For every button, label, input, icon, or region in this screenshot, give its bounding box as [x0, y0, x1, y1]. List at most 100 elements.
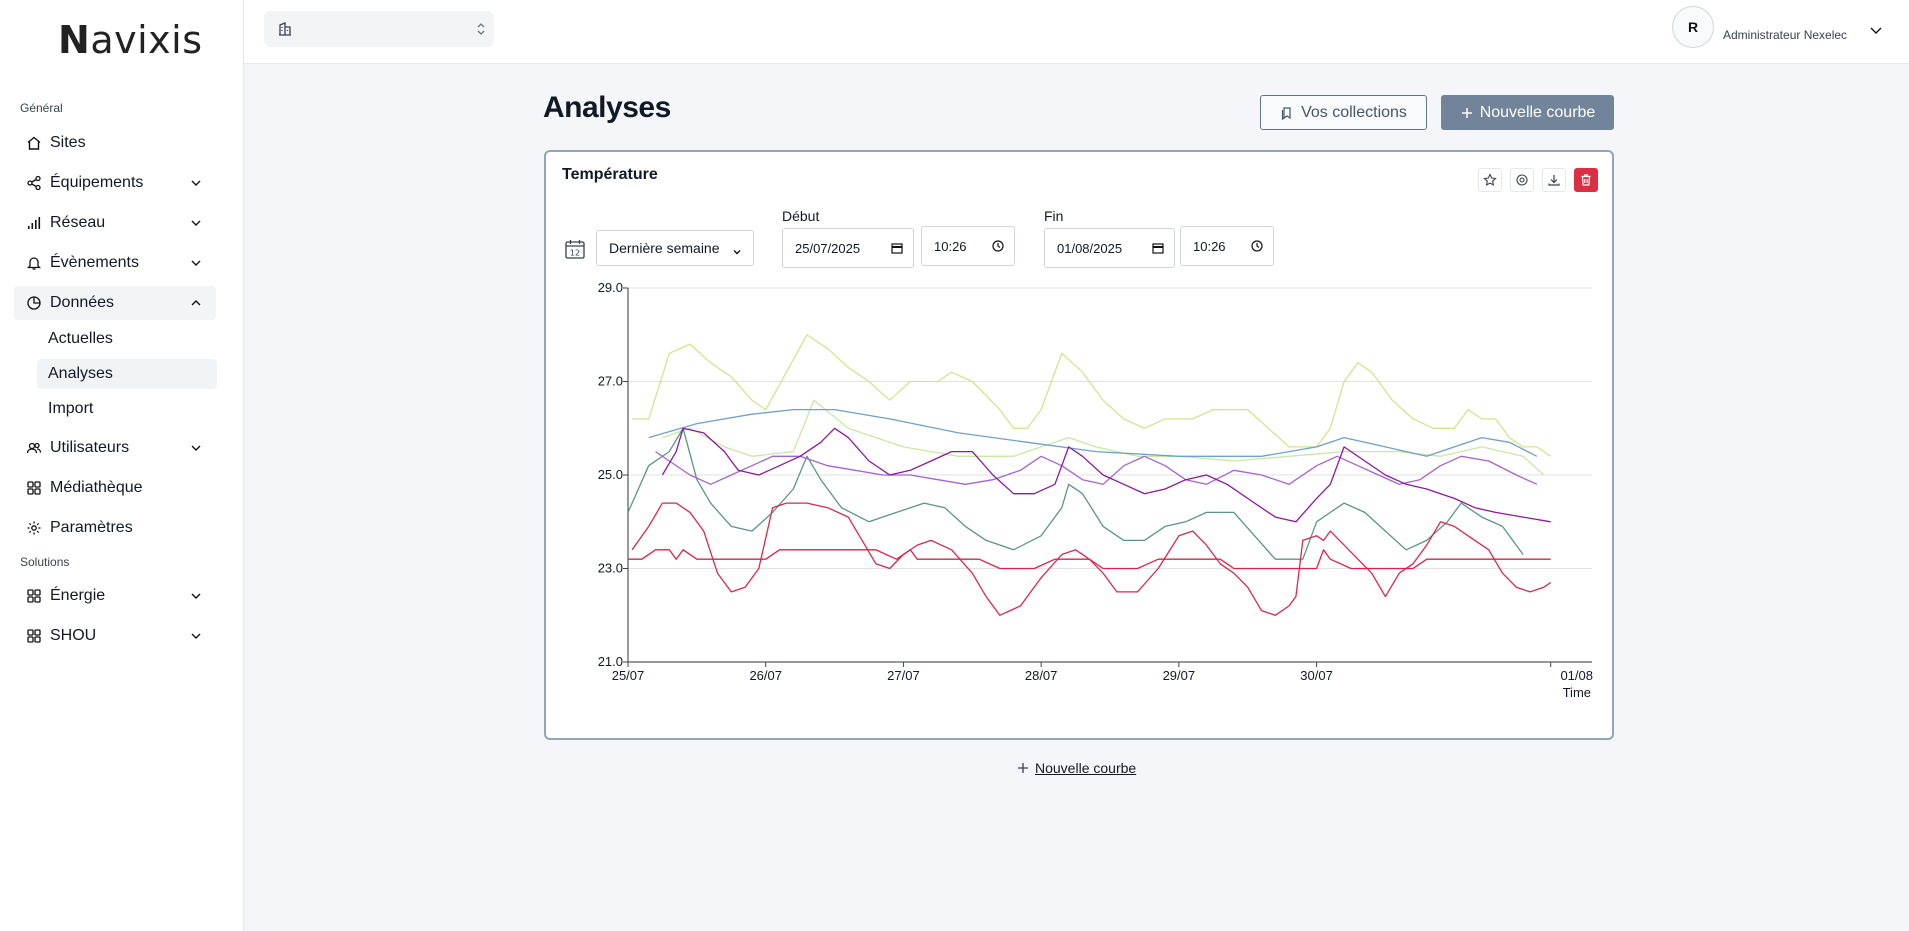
site-select[interactable] [264, 11, 494, 47]
plus-icon [1017, 762, 1029, 774]
sidebar-item-label: Sites [50, 134, 86, 151]
avatar[interactable]: R [1672, 6, 1714, 48]
home-icon [26, 135, 42, 151]
y-tick-label: 29.0 [598, 280, 623, 295]
series-line-6 [661, 427, 1551, 523]
series-line-1 [632, 334, 1552, 457]
y-tick-label: 25.0 [598, 467, 623, 482]
chevron-down-icon[interactable] [1868, 22, 1884, 43]
add-curve-link[interactable]: Nouvelle courbe [1017, 760, 1136, 776]
favorite-button[interactable] [1478, 168, 1502, 192]
app-logo[interactable]: Navixis [58, 18, 203, 62]
calendar-icon[interactable] [1152, 242, 1164, 257]
sidebar-item-energie[interactable]: Énergie [14, 579, 216, 613]
start-label: Début [782, 208, 820, 224]
signal-icon [26, 215, 42, 231]
sidebar-item-parametres[interactable]: Paramètres [14, 511, 216, 545]
x-tick-label: 30/07 [1300, 668, 1333, 683]
start-date-input[interactable]: 25/07/2025 [782, 228, 914, 268]
sidebar-subitem-analyses[interactable]: Analyses [37, 359, 217, 389]
calendar-icon[interactable]: 12 [564, 238, 586, 265]
logo-text: avixis [90, 18, 203, 62]
start-time-input[interactable]: 10:26 [921, 226, 1015, 266]
grid-icon [26, 480, 42, 496]
sidebar-item-label: Données [50, 294, 115, 311]
chart-card: Température 12 Dernière semaine [544, 150, 1614, 740]
sidebar-item-mediatheque[interactable]: Médiathèque [14, 471, 216, 505]
plus-icon [1460, 106, 1474, 120]
star-icon [1483, 173, 1497, 187]
end-date-value: 01/08/2025 [1057, 241, 1123, 256]
sidebar-item-label: Réseau [50, 214, 106, 231]
sidebar-item-label: Équipements [50, 174, 144, 191]
delete-button[interactable] [1574, 168, 1598, 192]
gear-icon [1515, 173, 1529, 187]
period-preset-select[interactable]: Dernière semaine [596, 230, 754, 266]
settings-button[interactable] [1510, 168, 1534, 192]
share-nodes-icon [26, 175, 42, 191]
calendar-icon[interactable] [891, 242, 903, 257]
collections-label: Vos collections [1301, 103, 1407, 121]
x-axis-label: Time [1563, 685, 1591, 700]
sidebar-item-label: Évènements [50, 254, 139, 271]
download-button[interactable] [1542, 168, 1566, 192]
sidebar-item-label: Paramètres [50, 519, 133, 536]
end-date-input[interactable]: 01/08/2025 [1044, 228, 1175, 268]
users-icon [26, 440, 42, 456]
y-tick-label: 27.0 [598, 374, 623, 389]
y-tick-label: 23.0 [598, 561, 623, 576]
grid-icon [26, 588, 42, 604]
end-time-value: 10:26 [1193, 239, 1226, 254]
pie-chart-icon [26, 295, 42, 311]
card-actions [1478, 168, 1598, 192]
trash-icon [1579, 173, 1593, 187]
y-tick-label: 21.0 [598, 654, 623, 669]
end-time-input[interactable]: 10:26 [1180, 226, 1274, 266]
new-curve-button[interactable]: Nouvelle courbe [1441, 95, 1614, 130]
x-tick-label: 26/07 [749, 668, 782, 683]
start-time-value: 10:26 [934, 239, 967, 254]
temperature-chart[interactable]: 21.0 23.0 25.0 27.0 29.0 25/07 26/07 27/07 28/07… [546, 152, 1612, 738]
sidebar-subitem-import[interactable]: Import [48, 400, 94, 417]
sidebar-item-utilisateurs[interactable]: Utilisateurs [14, 431, 216, 465]
sidebar-item-evenements[interactable]: Évènements [14, 246, 216, 280]
x-tick-label: 27/07 [887, 668, 920, 683]
x-tick-label: 29/07 [1163, 668, 1196, 683]
section-label-solutions: Solutions [20, 555, 70, 569]
logo-initial: N [58, 18, 91, 62]
sidebar-item-label: Utilisateurs [50, 439, 130, 456]
user-name[interactable]: Administrateur Nexelec [1723, 28, 1848, 42]
sidebar: Navixis Général Sites Équipements Réseau… [0, 0, 244, 931]
chevron-down-icon [188, 440, 204, 456]
series-line-7 [631, 502, 1552, 616]
collections-button[interactable]: Vos collections [1260, 95, 1427, 130]
sidebar-item-label: Énergie [50, 587, 106, 604]
top-bar: R Administrateur Nexelec [244, 0, 1909, 64]
series-line-5 [655, 451, 1538, 485]
sidebar-item-shou[interactable]: SHOU [14, 619, 216, 653]
series-line-3 [648, 408, 1538, 457]
chevron-down-icon [188, 175, 204, 191]
clock-icon[interactable] [1251, 240, 1263, 255]
sidebar-item-equipements[interactable]: Équipements [14, 166, 216, 200]
sidebar-subitem-actuelles[interactable]: Actuelles [48, 330, 113, 347]
series-line-8 [628, 549, 1551, 570]
bell-icon [26, 255, 42, 271]
series-line-4 [627, 427, 1524, 560]
clock-icon[interactable] [992, 240, 1004, 255]
sidebar-item-sites[interactable]: Sites [14, 126, 216, 160]
sidebar-item-label: SHOU [50, 627, 97, 644]
chevron-updown-icon [474, 21, 488, 42]
chevron-down-icon [188, 628, 204, 644]
chevron-down-icon [188, 255, 204, 271]
page-title: Analyses [543, 91, 671, 124]
period-preset-value: Dernière semaine [609, 240, 720, 256]
building-icon [277, 21, 293, 42]
start-date-value: 25/07/2025 [795, 241, 861, 256]
sidebar-item-donnees[interactable]: Données [14, 286, 216, 320]
x-tick-label: 25/07 [612, 668, 645, 683]
bookmarks-icon [1280, 106, 1294, 120]
sidebar-item-reseau[interactable]: Réseau [14, 206, 216, 240]
add-curve-label: Nouvelle courbe [1035, 760, 1137, 776]
chevron-down-icon [188, 215, 204, 231]
